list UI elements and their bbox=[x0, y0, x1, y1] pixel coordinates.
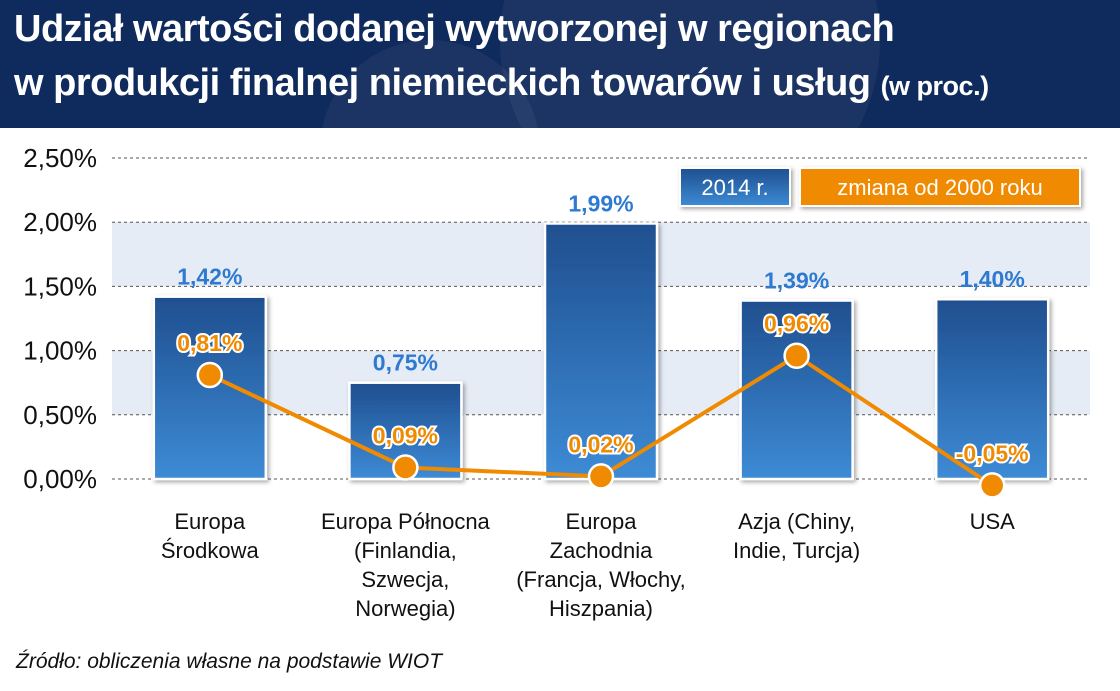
bar-value-label: 1,40% bbox=[960, 266, 1025, 292]
chart-title-line-1: Udział wartości dodanej wytworzonej w re… bbox=[14, 8, 895, 50]
y-tick-label: 0,00% bbox=[23, 464, 97, 494]
legend-bar-label: 2014 r. bbox=[701, 175, 768, 200]
legend-line-label: zmiana od 2000 roku bbox=[837, 175, 1042, 200]
line-marker bbox=[783, 342, 810, 369]
chart-area: 0,00% 0,50% 1,00% 1,50% 2,00% 2,50% 1,42% 0,75%… bbox=[0, 128, 1120, 648]
source-note: Źródło: obliczenia własne na podstawie W… bbox=[16, 650, 443, 673]
bar-line-chart: 0,00% 0,50% 1,00% 1,50% 2,00% 2,50% 1,42% 0,75%… bbox=[23, 143, 1090, 621]
chart-title-unit: (w proc.) bbox=[880, 71, 990, 101]
chart-title-line-2: w produkcji finalnej niemieckich towarów… bbox=[14, 62, 989, 105]
legend-line-swatch bbox=[799, 167, 1081, 207]
bar-value-label: 0,75% bbox=[373, 350, 438, 376]
y-tick-label: 2,50% bbox=[23, 143, 97, 173]
line-value-label: 0,02% bbox=[568, 431, 633, 457]
bar-value-label: 1,99% bbox=[568, 190, 633, 216]
line-value-label: 0,96% bbox=[764, 311, 829, 337]
x-category-label: Europa Środkowa bbox=[161, 509, 260, 563]
x-category-label: Azja (Chiny, Indie, Turcja) bbox=[733, 509, 860, 563]
line-value-label: -0,05% bbox=[956, 440, 1029, 466]
y-tick-label: 1,50% bbox=[23, 271, 97, 301]
line-marker bbox=[587, 463, 615, 490]
x-category-label: Europa Północna (Finlandia, Szwecja, Norweg… bbox=[321, 509, 491, 621]
bar-value-label: 1,42% bbox=[177, 264, 242, 290]
bar-value-label: 1,39% bbox=[764, 268, 829, 294]
line-marker bbox=[196, 361, 224, 389]
y-tick-label: 2,00% bbox=[23, 207, 97, 237]
line-marker bbox=[392, 454, 419, 481]
line-marker bbox=[978, 472, 1006, 499]
x-category-label: USA bbox=[970, 509, 1016, 534]
y-tick-label: 0,50% bbox=[23, 400, 97, 430]
bar bbox=[934, 297, 1050, 481]
chart-header: Udział wartości dodanej wytworzonej w re… bbox=[0, 0, 1120, 128]
chart-title-line-2-text: w produkcji finalnej niemieckich towarów… bbox=[14, 62, 871, 104]
legend-bar-swatch bbox=[679, 167, 791, 207]
x-category-label: Europa Zachodnia (Francja, Włochy, Hiszpani… bbox=[516, 509, 686, 621]
y-tick-label: 1,00% bbox=[23, 336, 97, 366]
line-value-label: 0,09% bbox=[373, 422, 438, 448]
line-value-label: 0,81% bbox=[177, 330, 242, 356]
